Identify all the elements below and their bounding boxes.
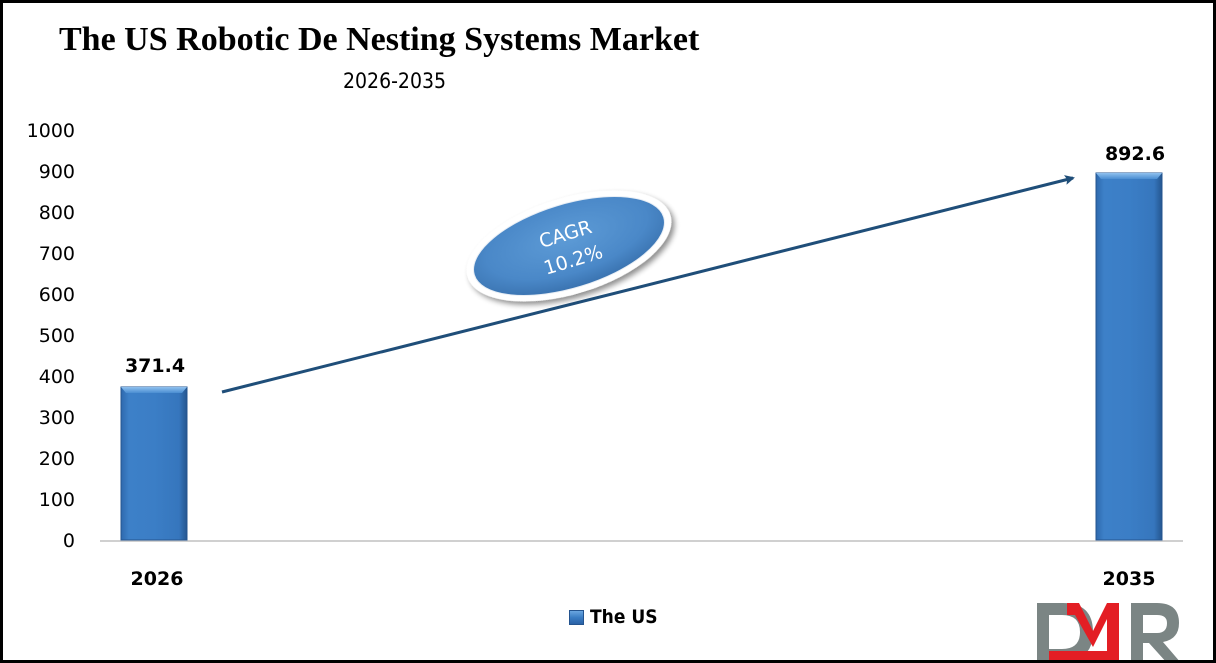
- plot-area: 0 100 200 300 400 500 600 700 800 900 10…: [27, 120, 1183, 590]
- y-tick: 300: [39, 407, 75, 429]
- y-tick: 100: [39, 489, 75, 511]
- legend-label: The US: [590, 606, 658, 628]
- y-tick: 1000: [27, 120, 75, 142]
- y-tick: 0: [63, 530, 75, 552]
- y-tick: 600: [39, 284, 75, 306]
- trend-arrow: [221, 175, 1075, 394]
- y-tick: 900: [39, 161, 75, 183]
- data-label-2035: 892.6: [1105, 143, 1165, 165]
- dmr-logo: [1037, 603, 1179, 660]
- y-tick: 800: [39, 202, 75, 224]
- y-tick: 200: [39, 448, 75, 470]
- y-tick: 700: [39, 243, 75, 265]
- cagr-callout: CAGR 10.2%: [466, 190, 672, 302]
- chart-subtitle: 2026-2035: [343, 69, 447, 93]
- bar-2035[interactable]: [1095, 172, 1163, 541]
- logo-letter-r: [1131, 603, 1179, 660]
- logo-letter-m: [1049, 603, 1119, 660]
- legend: The US: [569, 606, 665, 628]
- data-label-2026: 371.4: [125, 355, 185, 377]
- y-axis: 0 100 200 300 400 500 600 700 800 900 10…: [27, 120, 75, 552]
- y-tick: 400: [39, 366, 75, 388]
- x-tick-2026: 2026: [131, 568, 184, 590]
- y-tick: 500: [39, 325, 75, 347]
- x-tick-2035: 2035: [1103, 568, 1156, 590]
- bar-2026[interactable]: [120, 386, 188, 541]
- chart-title: The US Robotic De Nesting Systems Market: [59, 21, 700, 58]
- legend-swatch-icon: [569, 609, 584, 625]
